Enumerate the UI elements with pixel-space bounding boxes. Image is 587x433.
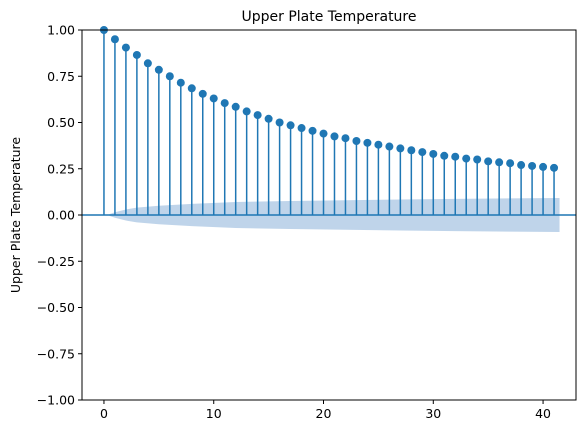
marker-lag-3 bbox=[132, 50, 141, 59]
y-tick-label-0: −1.00 bbox=[37, 393, 75, 408]
x-tick-label-40: 40 bbox=[535, 406, 551, 421]
marker-lag-13 bbox=[242, 107, 251, 116]
marker-lag-1 bbox=[110, 35, 119, 44]
marker-lag-7 bbox=[176, 78, 185, 87]
marker-lag-8 bbox=[187, 84, 196, 93]
y-tick-label-4: 0.00 bbox=[47, 208, 75, 223]
y-tick-label-5: 0.25 bbox=[47, 161, 75, 176]
marker-lag-32 bbox=[451, 152, 460, 161]
marker-lag-36 bbox=[495, 158, 504, 167]
marker-lag-30 bbox=[429, 149, 438, 158]
marker-lag-20 bbox=[319, 129, 328, 138]
x-axis-ticks: 0 10 20 30 40 bbox=[100, 400, 551, 421]
marker-lag-41 bbox=[550, 163, 559, 172]
marker-lag-22 bbox=[341, 134, 350, 143]
chart-title: Upper Plate Temperature bbox=[242, 9, 417, 25]
marker-lag-34 bbox=[473, 155, 482, 164]
marker-lag-2 bbox=[121, 43, 130, 52]
x-tick-label-0: 0 bbox=[100, 406, 108, 421]
marker-lag-15 bbox=[264, 114, 273, 123]
marker-lag-18 bbox=[297, 124, 306, 133]
x-tick-label-20: 20 bbox=[316, 406, 332, 421]
marker-lag-40 bbox=[539, 162, 548, 171]
marker-lag-37 bbox=[506, 159, 515, 168]
marker-lag-12 bbox=[231, 102, 240, 111]
marker-lag-4 bbox=[143, 59, 152, 68]
marker-lag-31 bbox=[440, 151, 449, 160]
y-tick-label-7: 0.75 bbox=[47, 69, 75, 84]
marker-lag-16 bbox=[275, 118, 284, 127]
marker-lag-39 bbox=[528, 161, 537, 170]
y-tick-label-3: −0.25 bbox=[37, 254, 75, 269]
marker-lag-6 bbox=[165, 72, 174, 81]
y-tick-label-6: 0.50 bbox=[47, 115, 75, 130]
marker-lag-11 bbox=[220, 99, 229, 108]
marker-lag-35 bbox=[484, 157, 493, 166]
marker-lag-19 bbox=[308, 126, 317, 135]
marker-lag-5 bbox=[154, 65, 163, 74]
stem-layer bbox=[103, 30, 555, 215]
marker-lag-23 bbox=[352, 137, 361, 145]
y-axis-ticks: −1.00 −0.75 −0.50 −0.25 0.00 0.25 0.50 0.75 1.00 bbox=[37, 23, 82, 408]
y-tick-label-2: −0.50 bbox=[37, 300, 75, 315]
marker-lag-24 bbox=[363, 138, 372, 147]
marker-lag-14 bbox=[253, 111, 262, 120]
marker-lag-25 bbox=[374, 140, 383, 149]
marker-lag-28 bbox=[407, 146, 416, 155]
y-tick-label-1: −0.75 bbox=[37, 346, 75, 361]
marker-lag-33 bbox=[462, 154, 471, 163]
y-axis-label: Upper Plate Temperature bbox=[8, 137, 23, 294]
marker-lag-17 bbox=[286, 121, 295, 130]
x-tick-label-30: 30 bbox=[425, 406, 441, 421]
marker-lag-10 bbox=[209, 94, 218, 103]
marker-lag-9 bbox=[198, 89, 207, 98]
marker-lag-27 bbox=[396, 144, 405, 153]
marker-lag-26 bbox=[385, 142, 394, 151]
x-tick-label-10: 10 bbox=[206, 406, 222, 421]
marker-lag-21 bbox=[330, 132, 339, 141]
y-tick-label-8: 1.00 bbox=[47, 23, 75, 38]
marker-layer bbox=[99, 26, 559, 172]
marker-lag-29 bbox=[418, 148, 427, 157]
marker-lag-38 bbox=[517, 161, 526, 170]
